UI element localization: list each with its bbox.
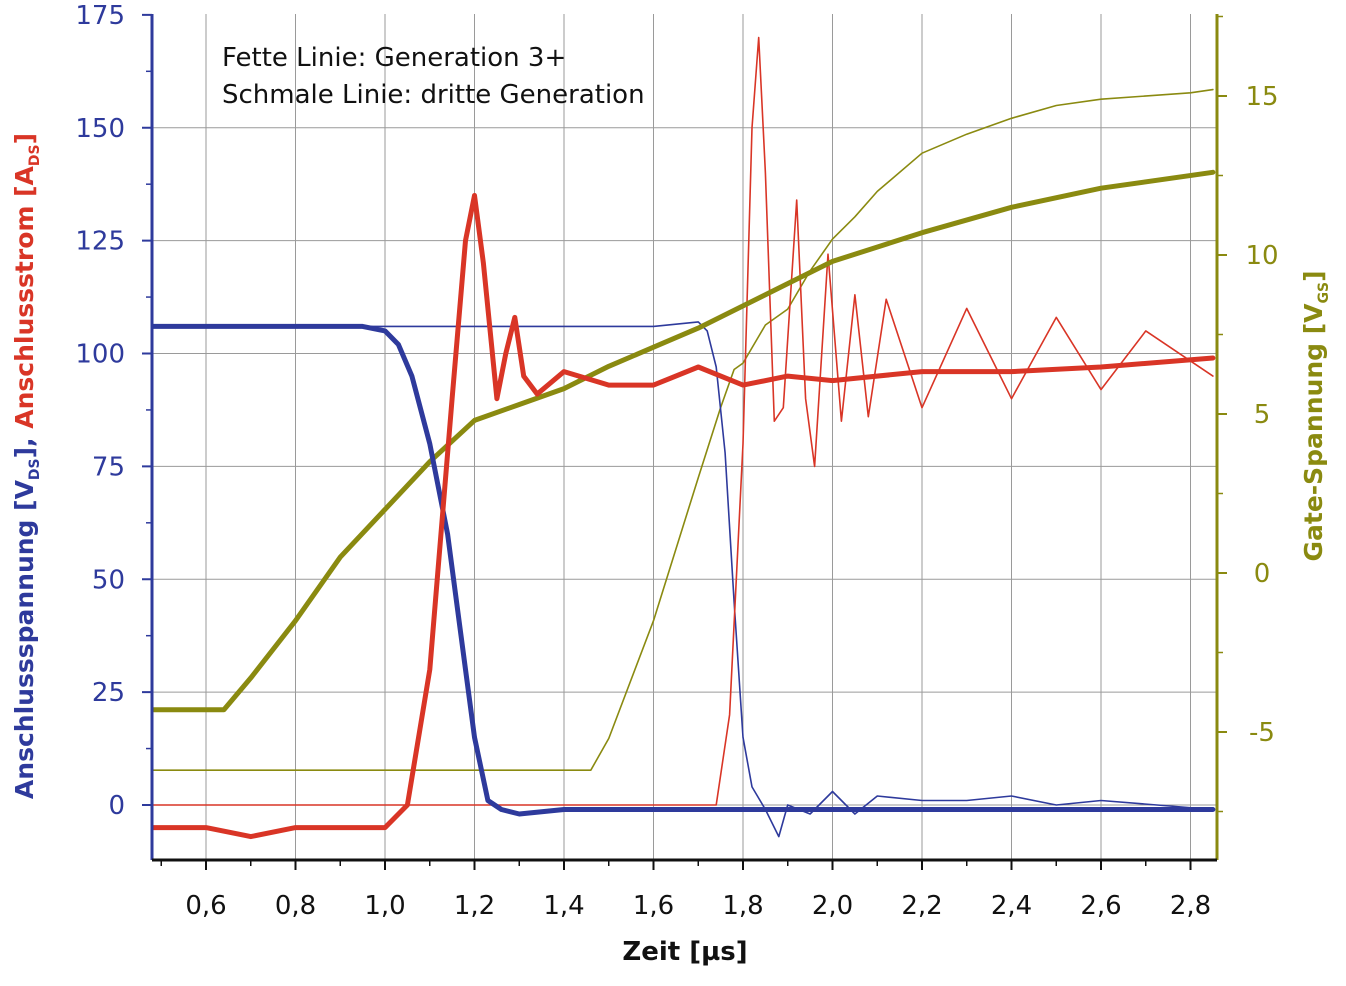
y-left-tick-label: 150 [75, 114, 125, 144]
y-axis-right-label: Gate-Spannung [VGS] [1299, 270, 1332, 561]
x-tick-label: 1,8 [722, 891, 763, 921]
plot-background [152, 14, 1217, 860]
x-tick-label: 2,8 [1170, 891, 1211, 921]
ylabel-voltage-sub: DS [27, 458, 43, 480]
annotation-box: Fette Linie: Generation 3+ Schmale Linie… [222, 43, 645, 110]
ylabel-gate-sub: GS [1316, 282, 1332, 304]
series-voltage-bold [150, 323, 1216, 817]
ylabel-current-sub: DS [27, 144, 43, 166]
x-tick-label: 1,2 [454, 891, 495, 921]
series-gate-bold [150, 169, 1216, 713]
series-current-thin [152, 36, 1214, 806]
y-axis-left-label: Anschlussspannung [VDS], Anschlussstrom … [10, 133, 43, 799]
x-tick-label: 2,2 [901, 891, 942, 921]
y-right-tick-label: 0 [1254, 559, 1271, 589]
series-current-bold [150, 193, 1216, 840]
series-voltage-thin [152, 321, 1214, 838]
x-axis-label: Zeit [µs] [622, 937, 747, 967]
y-left-tick-label: 75 [92, 452, 125, 482]
y-right-tick-label: 10 [1245, 241, 1278, 271]
ylabel-current-close: ] [10, 133, 39, 144]
y-left-tick-label: 50 [92, 565, 125, 595]
x-tick-label: 0,6 [185, 891, 226, 921]
ylabel-voltage-close: ], [10, 429, 39, 459]
x-tick-label: 1,4 [543, 891, 584, 921]
ylabel-gate-text: Gate-Spannung [V [1299, 303, 1328, 562]
annotation-bold-line: Fette Linie: Generation 3+ [222, 43, 566, 73]
y-left-tick-label: 25 [92, 678, 125, 708]
annotation-thin-line: Schmale Linie: dritte Generation [222, 80, 645, 110]
y-right-tick-label: 5 [1254, 400, 1271, 430]
x-tick-label: 0,8 [275, 891, 316, 921]
y-right-tick-label: 15 [1245, 82, 1278, 112]
axes [150, 14, 1219, 862]
y-left-tick-label: 100 [75, 340, 125, 370]
ticks: 0,6 0,8 1,0 1,2 1,4 1,6 1,8 2,0 2,2 2,4 2,6 2,8 0 25 5… [75, 1, 1278, 921]
x-tick-label: 2,0 [812, 891, 853, 921]
y-left-tick-label: 0 [108, 791, 125, 821]
x-tick-label: 2,4 [991, 891, 1032, 921]
x-tick-label: 2,6 [1080, 891, 1121, 921]
x-tick-label: 1,0 [364, 891, 405, 921]
series-group [150, 36, 1216, 840]
ylabel-current-text: Anschlussstrom [A [10, 165, 39, 428]
x-tick-label: 1,6 [633, 891, 674, 921]
y-right-tick-label: -5 [1249, 718, 1275, 748]
y-left-tick-label: 125 [75, 227, 125, 257]
series-gate-thin [152, 88, 1214, 771]
ylabel-gate-close: ] [1299, 270, 1328, 281]
y-left-tick-label: 175 [75, 1, 125, 31]
ylabel-voltage-text: Anschlussspannung [V [10, 479, 39, 799]
